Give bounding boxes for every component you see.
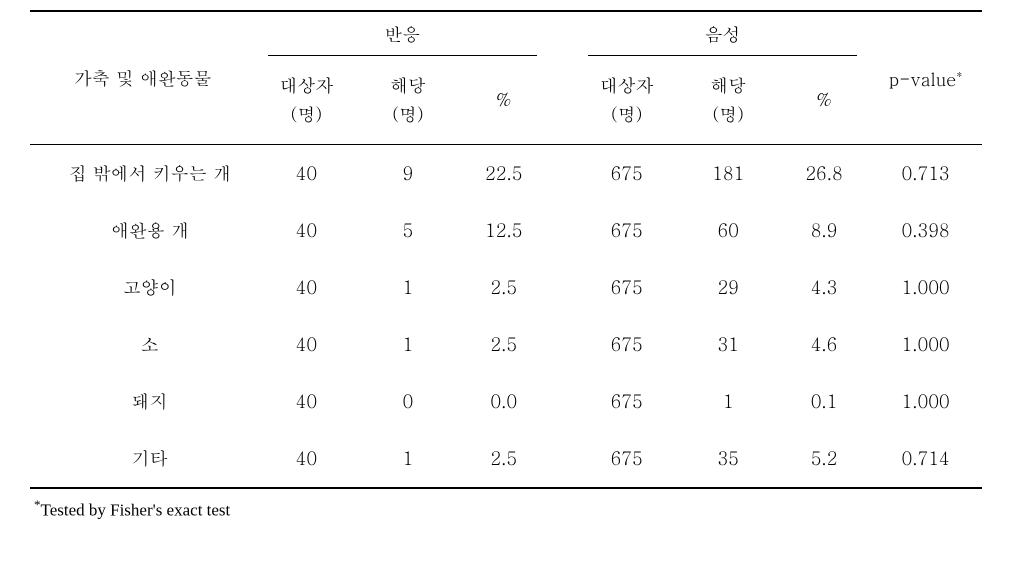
table-row: 기타4012.5 675355.20.714 <box>30 430 982 488</box>
header-pvalue: p-value* <box>869 11 982 144</box>
cell-g2-count: 35 <box>677 430 779 488</box>
header-row-label: 가축 및 애완동물 <box>30 11 256 144</box>
cell-g2-subjects: 675 <box>576 316 678 373</box>
cell-g2-pct: 26.8 <box>779 144 869 202</box>
cell-g1-count: 1 <box>357 430 459 488</box>
header-pvalue-sup: * <box>956 66 962 83</box>
cell-pvalue: 0.714 <box>869 430 982 488</box>
cell-g2-pct: 4.6 <box>779 316 869 373</box>
table-row: 애완용 개40512.5 675608.90.398 <box>30 202 982 259</box>
cell-g1-count: 1 <box>357 259 459 316</box>
footnote-text: Tested by Fisher's exact test <box>41 500 231 519</box>
cell-pvalue: 1.000 <box>869 373 982 430</box>
cell-g2-subjects: 675 <box>576 373 678 430</box>
cell-g1-subjects: 40 <box>256 373 358 430</box>
cell-g1-pct: 22.5 <box>459 144 549 202</box>
cell-g2-count: 29 <box>677 259 779 316</box>
cell-label: 애완용 개 <box>30 202 256 259</box>
cell-pvalue: 1.000 <box>869 316 982 373</box>
table-row: 돼지4000.0 67510.11.000 <box>30 373 982 430</box>
cell-g2-pct: 0.1 <box>779 373 869 430</box>
header-sub-2: 해당(명) <box>357 64 459 144</box>
cell-g2-pct: 4.3 <box>779 259 869 316</box>
header-sub-3: % <box>459 64 549 144</box>
cell-g1-count: 9 <box>357 144 459 202</box>
cell-g2-count: 1 <box>677 373 779 430</box>
cell-pvalue: 0.713 <box>869 144 982 202</box>
header-spacer <box>549 11 576 144</box>
cell-spacer <box>549 202 576 259</box>
cell-label: 고양이 <box>30 259 256 316</box>
cell-g1-pct: 2.5 <box>459 430 549 488</box>
cell-g1-pct: 12.5 <box>459 202 549 259</box>
table-header: 가축 및 애완동물 반응 음성 p-value* 대상자(명) 해당(명) % … <box>30 11 982 144</box>
cell-g1-count: 1 <box>357 316 459 373</box>
cell-g1-count: 5 <box>357 202 459 259</box>
cell-g2-subjects: 675 <box>576 259 678 316</box>
cell-pvalue: 0.398 <box>869 202 982 259</box>
cell-spacer <box>549 144 576 202</box>
animal-exposure-table: 가축 및 애완동물 반응 음성 p-value* 대상자(명) 해당(명) % … <box>30 10 982 489</box>
header-group-2-label: 음성 <box>705 22 741 47</box>
table-row: 집 밖에서 키우는 개40922.5 67518126.80.713 <box>30 144 982 202</box>
cell-g2-count: 60 <box>677 202 779 259</box>
cell-g2-subjects: 675 <box>576 430 678 488</box>
cell-spacer <box>549 316 576 373</box>
cell-label: 소 <box>30 316 256 373</box>
cell-label: 기타 <box>30 430 256 488</box>
table-body: 집 밖에서 키우는 개40922.567518126.80.713애완용 개40… <box>30 144 982 488</box>
table-footnote: *Tested by Fisher's exact test <box>30 497 982 521</box>
cell-spacer <box>549 259 576 316</box>
cell-g1-subjects: 40 <box>256 144 358 202</box>
cell-g1-subjects: 40 <box>256 259 358 316</box>
header-sub-4: 대상자(명) <box>576 64 678 144</box>
cell-g1-subjects: 40 <box>256 316 358 373</box>
cell-g1-pct: 2.5 <box>459 259 549 316</box>
cell-g2-count: 31 <box>677 316 779 373</box>
cell-g2-count: 181 <box>677 144 779 202</box>
cell-g2-pct: 8.9 <box>779 202 869 259</box>
cell-g2-subjects: 675 <box>576 144 678 202</box>
header-group-2: 음성 <box>576 11 869 64</box>
cell-g1-subjects: 40 <box>256 202 358 259</box>
header-sub-5: 해당(명) <box>677 64 779 144</box>
header-group-1-label: 반응 <box>384 22 420 47</box>
cell-g1-subjects: 40 <box>256 430 358 488</box>
cell-spacer <box>549 373 576 430</box>
header-sub-1: 대상자(명) <box>256 64 358 144</box>
header-group-1: 반응 <box>256 11 549 64</box>
cell-pvalue: 1.000 <box>869 259 982 316</box>
cell-g2-subjects: 675 <box>576 202 678 259</box>
cell-g1-pct: 0.0 <box>459 373 549 430</box>
cell-label: 집 밖에서 키우는 개 <box>30 144 256 202</box>
header-pvalue-text: p-value <box>889 67 956 92</box>
table-row: 소4012.5 675314.61.000 <box>30 316 982 373</box>
header-sub-6: % <box>779 64 869 144</box>
table-row: 고양이4012.5 675294.31.000 <box>30 259 982 316</box>
cell-spacer <box>549 430 576 488</box>
cell-g2-pct: 5.2 <box>779 430 869 488</box>
cell-g1-pct: 2.5 <box>459 316 549 373</box>
cell-label: 돼지 <box>30 373 256 430</box>
cell-g1-count: 0 <box>357 373 459 430</box>
